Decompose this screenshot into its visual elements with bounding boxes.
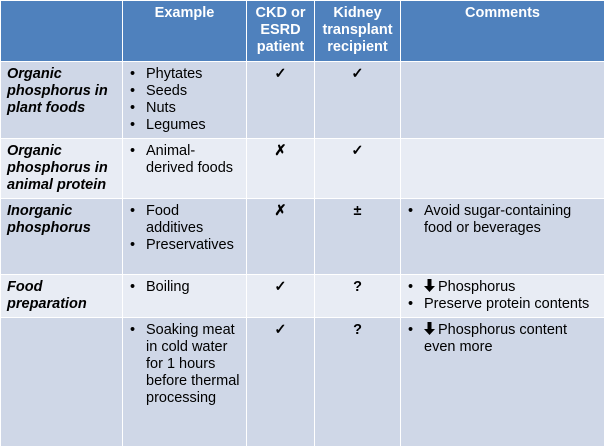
list-item: Animal-derived foods (129, 143, 240, 177)
example-list: PhytatesSeedsNutsLegumes (129, 66, 240, 134)
category-cell: Food preparation (1, 275, 123, 318)
comments-cell: Phosphorus content even more (401, 318, 604, 447)
list-item: Soaking meat in cold water for 1 hours b… (129, 322, 240, 407)
list-item: Legumes (129, 117, 240, 134)
list-item: Food additives (129, 203, 240, 237)
ckd-esrd-mark: ✓ (247, 275, 315, 318)
example-cell: Boiling (123, 275, 247, 318)
comment-list: Phosphorus content even more (407, 322, 598, 356)
comment-text: Preserve protein contents (424, 296, 589, 312)
comment-text: Avoid sugar-containing food or beverages (424, 203, 571, 236)
ckd-esrd-mark: ✗ (247, 139, 315, 199)
example-list: Boiling (129, 279, 240, 296)
comment-text: Phosphorus (438, 279, 515, 295)
comments-cell: Avoid sugar-containing food or beverages (401, 199, 604, 275)
list-item: Boiling (129, 279, 240, 296)
down-arrow-icon (424, 322, 435, 335)
example-list: Animal-derived foods (129, 143, 240, 177)
example-cell: PhytatesSeedsNutsLegumes (123, 62, 247, 139)
example-list: Soaking meat in cold water for 1 hours b… (129, 322, 240, 407)
category-cell: Organic phosphorus in animal protein (1, 139, 123, 199)
header-category (1, 1, 123, 62)
comments-cell (401, 139, 604, 199)
header-ckd-esrd: CKD or ESRD patient (247, 1, 315, 62)
ckd-esrd-mark: ✓ (247, 318, 315, 447)
comment-text: Phosphorus content even more (424, 322, 567, 355)
down-arrow-icon (424, 279, 435, 292)
table-row: Organic phosphorus in plant foodsPhytate… (1, 62, 604, 139)
transplant-mark: ✓ (315, 139, 401, 199)
ckd-esrd-mark: ✓ (247, 62, 315, 139)
category-cell: Inorganic phosphorus (1, 199, 123, 275)
table-row: Organic phosphorus in animal proteinAnim… (1, 139, 604, 199)
header-transplant: Kidney transplant recipient (315, 1, 401, 62)
table-header-row: Example CKD or ESRD patient Kidney trans… (1, 1, 604, 62)
comments-cell: PhosphorusPreserve protein contents (401, 275, 604, 318)
transplant-mark: ? (315, 275, 401, 318)
list-item: Avoid sugar-containing food or beverages (407, 203, 598, 237)
list-item: Seeds (129, 83, 240, 100)
list-item: Nuts (129, 100, 240, 117)
category-cell: Organic phosphorus in plant foods (1, 62, 123, 139)
list-item: Phosphorus (407, 279, 598, 296)
example-cell: Animal-derived foods (123, 139, 247, 199)
example-cell: Food additivesPreservatives (123, 199, 247, 275)
transplant-mark: ? (315, 318, 401, 447)
table-row: Food preparationBoiling✓?PhosphorusPrese… (1, 275, 604, 318)
transplant-mark: ± (315, 199, 401, 275)
comment-list: Avoid sugar-containing food or beverages (407, 203, 598, 237)
list-item: Phosphorus content even more (407, 322, 598, 356)
category-cell (1, 318, 123, 447)
ckd-esrd-mark: ✗ (247, 199, 315, 275)
example-cell: Soaking meat in cold water for 1 hours b… (123, 318, 247, 447)
table-row: Soaking meat in cold water for 1 hours b… (1, 318, 604, 447)
table-row: Inorganic phosphorusFood additivesPreser… (1, 199, 604, 275)
header-comments: Comments (401, 1, 604, 62)
comment-list: PhosphorusPreserve protein contents (407, 279, 598, 313)
header-example: Example (123, 1, 247, 62)
list-item: Phytates (129, 66, 240, 83)
example-list: Food additivesPreservatives (129, 203, 240, 254)
comments-cell (401, 62, 604, 139)
list-item: Preserve protein contents (407, 296, 598, 313)
list-item: Preservatives (129, 237, 240, 254)
transplant-mark: ✓ (315, 62, 401, 139)
